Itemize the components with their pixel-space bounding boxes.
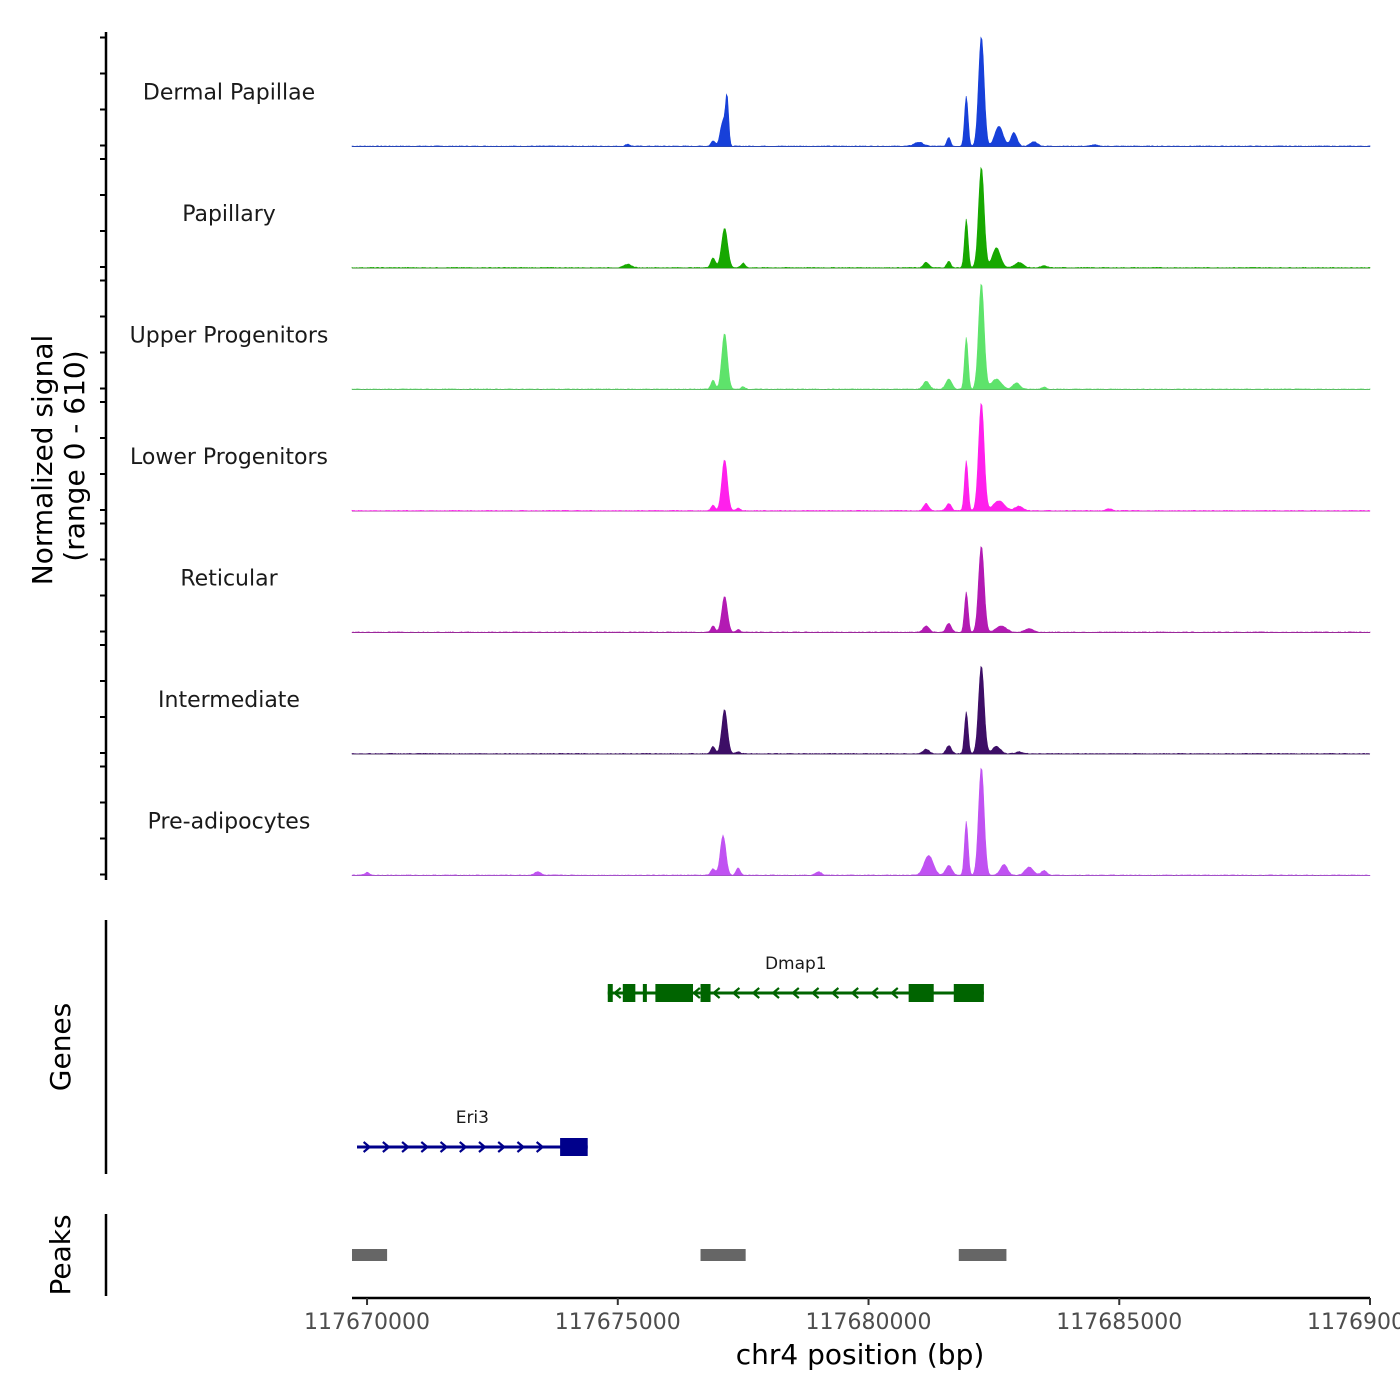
signal-area [351, 665, 1371, 755]
track-pre-adipocytes: Pre-adipocytes [148, 767, 1371, 876]
signal-area [351, 767, 1371, 876]
strand-arrow [420, 1141, 430, 1153]
gene-exon [642, 984, 647, 1002]
strand-arrow [382, 1141, 391, 1153]
gene-exon [560, 1138, 588, 1156]
track-papillary: Papillary [182, 166, 1371, 269]
strand-arrow [535, 1141, 545, 1153]
strand-arrow [478, 1141, 487, 1153]
strand-arrow [751, 987, 760, 999]
strand-arrow [497, 1141, 506, 1153]
track-label: Dermal Papillae [143, 81, 315, 106]
y-axis-range-label: (range 0 - 610) [58, 350, 91, 561]
track-label: Reticular [180, 567, 278, 592]
signal-y-axis-ticks [100, 36, 106, 876]
gene-exon [622, 984, 636, 1002]
strand-arrow [771, 987, 780, 999]
track-label: Papillary [182, 202, 276, 227]
gene-exon [607, 984, 613, 1002]
signal-area [351, 166, 1371, 269]
genes-panel-title: Genes [44, 1003, 77, 1091]
signal-area [351, 283, 1371, 390]
strand-arrow [692, 987, 701, 999]
strand-arrow [459, 1141, 468, 1153]
strand-arrow [516, 1141, 526, 1153]
genes-panel: Dmap1 Eri3 [357, 954, 984, 1156]
track-dermal-papillae: Dermal Papillae [143, 36, 1371, 147]
x-tick-label: 117675000 [555, 1310, 681, 1335]
gene-exon [953, 984, 984, 1002]
strand-arrow [439, 1141, 449, 1153]
gene-exon [700, 984, 711, 1002]
strand-arrow [850, 987, 859, 999]
track-label: Upper Progenitors [130, 324, 329, 349]
track-intermediate: Intermediate [158, 665, 1371, 755]
x-tick-label: 117680000 [806, 1310, 932, 1335]
x-axis-ticks: 117670000 117675000 117680000 117685000 1176… [304, 1298, 1400, 1335]
track-lower-progenitors: Lower Progenitors [130, 402, 1371, 512]
x-tick-label: 117690000 [1307, 1310, 1400, 1335]
coverage-tracks: Dermal Papillae Papillary Upper Progenitor… [130, 36, 1371, 876]
strand-arrow [612, 987, 622, 999]
y-axis-title: Normalized signal [26, 335, 59, 586]
gene-label: Dmap1 [765, 954, 827, 974]
strand-arrow [731, 987, 741, 999]
strand-arrow [810, 987, 820, 999]
peak-region [352, 1249, 388, 1261]
strand-arrow [711, 987, 721, 999]
strand-arrow [870, 987, 879, 999]
gene-exon [655, 984, 694, 1002]
strand-arrow [830, 987, 840, 999]
gene-exon [908, 984, 934, 1002]
strand-arrow [401, 1141, 410, 1153]
peaks-panel [352, 1249, 1007, 1261]
signal-area [351, 402, 1371, 512]
track-label: Pre-adipocytes [148, 810, 311, 835]
signal-area [351, 36, 1371, 147]
gene-dmap1: Dmap1 [607, 954, 984, 1002]
strand-arrow [362, 1141, 372, 1153]
x-axis-title: chr4 position (bp) [736, 1338, 985, 1371]
x-tick-label: 117670000 [304, 1310, 430, 1335]
gene-label: Eri3 [456, 1108, 489, 1128]
track-label: Intermediate [158, 688, 300, 713]
peak-region [700, 1249, 746, 1261]
track-label: Lower Progenitors [130, 445, 328, 470]
peak-region [958, 1249, 1007, 1261]
signal-area [351, 546, 1371, 633]
x-tick-label: 117685000 [1056, 1310, 1182, 1335]
gene-eri3: Eri3 [357, 1108, 588, 1156]
track-reticular: Reticular [180, 546, 1371, 633]
strand-arrow [890, 987, 899, 999]
track-upper-progenitors: Upper Progenitors [130, 283, 1371, 390]
peaks-panel-title: Peaks [44, 1214, 77, 1295]
strand-arrow [791, 987, 800, 999]
